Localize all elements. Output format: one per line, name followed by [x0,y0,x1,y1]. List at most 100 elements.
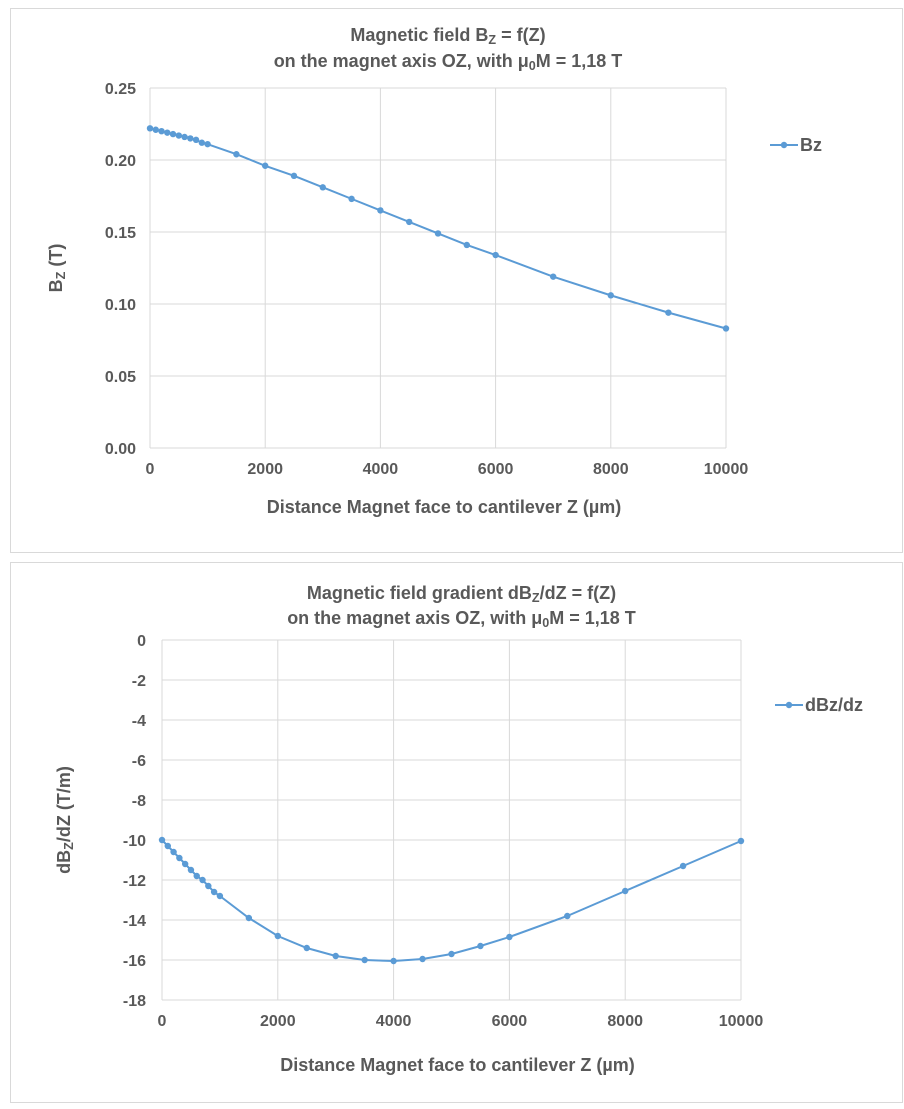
y-tick-label: -14 [123,913,146,930]
y-tick-label: -10 [123,833,146,850]
x-tick-label: 0 [146,461,155,478]
chart-title: on the magnet axis OZ, with μ0M = 1,18 T [287,608,636,630]
data-point [290,172,298,180]
chart-title: on the magnet axis OZ, with μ0M = 1,18 T [274,51,623,73]
data-point [406,218,413,226]
subscript: Z [54,271,68,279]
data-point [506,933,513,941]
data-point [303,944,310,952]
chart-title: Magnetic field gradient dBZ/dZ = f(Z) [307,583,616,605]
text-segment: Magnetic field B [350,25,488,45]
subscript: Z [488,33,496,47]
data-point [233,151,240,158]
data-point [205,882,212,890]
legend-label: dBz/dz [805,695,863,715]
legend-marker [780,141,788,149]
text-segment: dB [54,850,74,874]
text-segment: on the magnet axis OZ, with μ [287,608,542,628]
data-point [332,952,339,960]
y-tick-label: 0.25 [105,81,136,98]
data-point [348,195,355,203]
y-tick-label: 0.10 [105,297,136,314]
data-point [419,955,426,963]
y-tick-label: -4 [132,713,146,730]
data-point [158,836,166,844]
data-point [622,887,629,895]
panel [10,562,903,1103]
y-tick-label: 0.20 [105,153,136,170]
x-axis-label: Distance Magnet face to cantilever Z (µm… [280,1055,634,1075]
data-point [262,162,269,169]
x-tick-label: 6000 [492,1013,528,1030]
data-point [164,129,171,136]
y-tick-label: 0 [137,633,146,650]
legend-label: Bz [800,135,822,155]
data-point [477,942,484,950]
data-point [204,140,211,148]
text-segment: M = 1,18 T [536,51,623,71]
y-tick-label: -2 [132,673,146,690]
y-tick-label: 0.15 [105,225,136,242]
text-segment: M = 1,18 T [549,608,636,628]
subscript: 0 [529,59,536,73]
data-point [158,128,165,135]
data-point [175,132,182,139]
data-point [448,950,455,958]
data-point [216,892,224,900]
data-point [181,133,188,141]
x-tick-label: 2000 [260,1013,296,1030]
data-point [722,325,730,332]
x-tick-label: 2000 [247,461,283,478]
y-tick-label: 0.00 [105,441,136,458]
data-point [192,136,200,144]
text-segment: = f(Z) [496,25,546,45]
legend-marker [785,701,793,709]
x-tick-label: 0 [158,1013,167,1030]
y-tick-label: -8 [132,793,146,810]
text-segment: /dZ = f(Z) [540,583,616,603]
data-point [199,876,206,884]
text-segment: Magnetic field gradient dB [307,583,532,603]
data-point [361,956,368,964]
x-tick-label: 8000 [593,461,629,478]
data-point [210,888,218,896]
data-point [176,854,183,862]
text-segment: B [46,279,66,292]
y-axis-label: BZ (T) [46,244,68,293]
text-segment: /dZ (T/m) [54,766,74,842]
subscript: Z [532,591,540,605]
x-axis-label: Distance Magnet face to cantilever Z (µm… [267,497,621,517]
subscript: 0 [542,616,549,630]
data-point [463,241,470,249]
data-point [181,860,189,868]
data-point [245,914,253,922]
panel [10,8,903,553]
text-segment: (T) [46,244,66,272]
y-tick-label: -6 [132,753,146,770]
text-segment: on the magnet axis OZ, with μ [274,51,529,71]
data-point [434,230,442,237]
data-point [164,842,171,850]
x-tick-label: 6000 [478,461,514,478]
data-point [146,125,154,132]
y-axis-label: dBZ/dZ (T/m) [54,766,76,874]
x-tick-label: 10000 [719,1013,764,1030]
data-point [550,273,557,280]
data-point [737,837,745,845]
data-point [679,862,687,870]
data-point [193,872,200,880]
data-point [492,251,499,259]
data-point [152,126,159,133]
data-point [187,135,194,142]
subscript: Z [62,842,76,850]
data-point [607,292,614,299]
y-tick-label: -16 [123,953,146,970]
data-point [390,957,397,965]
data-point [377,207,384,214]
data-point [564,912,571,920]
data-point [187,866,195,874]
data-point [274,932,281,940]
x-tick-label: 10000 [704,461,749,478]
y-tick-label: -12 [123,873,146,890]
x-tick-label: 4000 [363,461,399,478]
